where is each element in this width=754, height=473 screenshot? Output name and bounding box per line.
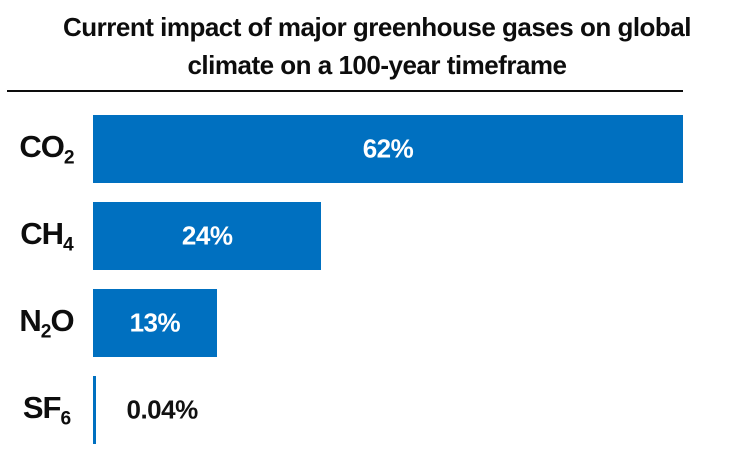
bar-ch4 [93, 202, 322, 270]
gas-label-ch4: CH4 [0, 216, 93, 257]
value-label-n2o: 13% [129, 307, 181, 338]
gas-label-n2o: N2O [0, 303, 93, 344]
gas-label-sf6: SF6 [0, 390, 93, 431]
gas-label-text: CO [19, 128, 64, 164]
bar-sf6 [93, 376, 96, 444]
bar-rows: CO2 62% CH4 24% N2O 13% SF6 0.04 [0, 115, 754, 444]
bar-area: 24% [93, 202, 754, 270]
gas-label-text: N [19, 302, 41, 338]
bar-area: 13% [93, 289, 754, 357]
gas-label-co2: CO2 [0, 129, 93, 170]
gas-label-subscript: 4 [63, 234, 74, 256]
gas-label-text: O [50, 302, 74, 338]
chart-title-line2: climate on a 100-year timeframe [187, 50, 567, 80]
gas-label-subscript: 6 [60, 408, 71, 430]
title-divider [7, 90, 683, 92]
bar-row-co2: CO2 62% [0, 115, 754, 183]
gas-label-subscript: 2 [40, 321, 52, 343]
chart-title: Current impact of major greenhouse gases… [0, 8, 754, 84]
value-label-co2: 62% [362, 133, 414, 164]
chart-title-line1: Current impact of major greenhouse gases… [62, 12, 692, 42]
gas-label-subscript: 2 [63, 147, 75, 169]
value-label-sf6: 0.04% [126, 394, 199, 425]
gas-label-text: CH [20, 215, 64, 251]
gas-label-text: SF [22, 389, 62, 425]
bar-area: 62% [93, 115, 754, 183]
chart-header: Current impact of major greenhouse gases… [0, 0, 754, 92]
bar-co2 [93, 115, 683, 183]
value-label-ch4: 24% [181, 220, 233, 251]
bar-area: 0.04% [93, 376, 754, 444]
bar-row-n2o: N2O 13% [0, 289, 754, 357]
bar-row-sf6: SF6 0.04% [0, 376, 754, 444]
bar-row-ch4: CH4 24% [0, 202, 754, 270]
bar-n2o [93, 289, 217, 357]
